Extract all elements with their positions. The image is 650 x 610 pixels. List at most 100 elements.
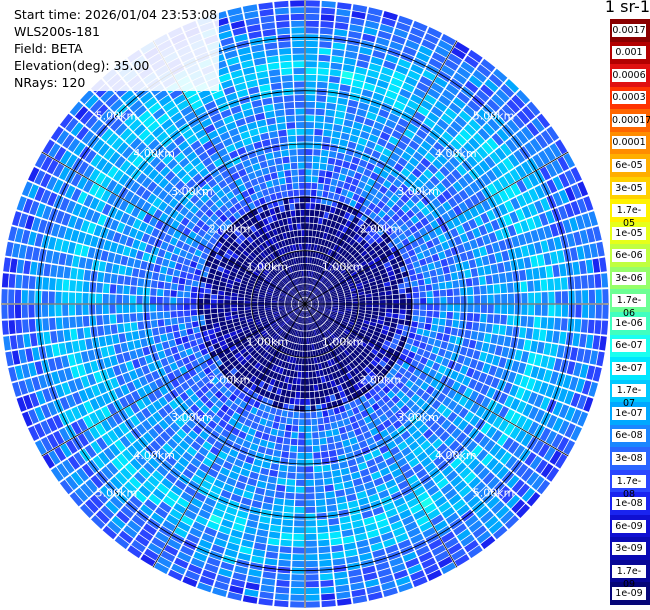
range-gate: [312, 302, 319, 304]
range-gate: [451, 428, 462, 439]
range-gate: [148, 428, 159, 439]
range-gate: [58, 342, 67, 356]
range-gate: [362, 474, 373, 484]
range-gate: [177, 497, 190, 508]
range-gate: [493, 525, 508, 540]
range-gate: [292, 305, 298, 307]
range-gate: [185, 570, 200, 581]
range-gate: [246, 318, 254, 323]
range-gate: [373, 166, 383, 175]
range-gate: [373, 256, 381, 263]
range-gate: [398, 340, 406, 348]
range-gate: [28, 276, 36, 289]
range-gate: [586, 365, 596, 380]
range-gate: [438, 282, 446, 290]
range-gate: [219, 467, 231, 477]
range-gate: [197, 420, 207, 430]
range-gate: [81, 463, 95, 478]
range-gate: [282, 324, 288, 330]
range-gate: [526, 471, 540, 486]
range-gate: [307, 250, 311, 257]
range-gate: [265, 336, 272, 342]
range-gate: [379, 467, 391, 477]
range-gate: [464, 80, 479, 94]
range-gate: [190, 384, 200, 393]
range-gate: [147, 392, 158, 403]
range-gate: [394, 189, 404, 198]
range-gate: [496, 466, 509, 480]
range-gate: [284, 277, 289, 283]
range-gate: [402, 551, 417, 562]
range-gate: [253, 287, 260, 292]
range-gate: [135, 348, 144, 358]
range-gate: [280, 375, 286, 382]
range-gate: [326, 272, 332, 279]
range-gate: [131, 390, 141, 402]
range-gate: [492, 416, 504, 429]
range-gate: [379, 240, 387, 248]
range-gate: [290, 594, 305, 601]
range-gate: [596, 241, 605, 257]
range-gate: [547, 238, 556, 252]
range-gate: [145, 151, 157, 164]
range-gate: [314, 472, 323, 479]
range-gate: [139, 221, 148, 232]
range-gate: [271, 260, 277, 267]
range-gate: [495, 505, 510, 519]
range-gate: [315, 281, 320, 287]
range-gate: [515, 165, 527, 179]
range-gate: [250, 367, 257, 375]
range-gate: [323, 129, 332, 137]
range-gate: [219, 321, 227, 327]
range-gate: [212, 414, 221, 424]
range-gate: [186, 328, 194, 335]
range-gate: [100, 227, 109, 239]
range-gate: [54, 446, 67, 462]
range-gate: [397, 425, 407, 435]
range-gate: [424, 563, 439, 575]
range-gate: [366, 304, 373, 308]
range-gate: [231, 307, 238, 312]
range-gate: [184, 509, 197, 520]
range-gate: [347, 323, 354, 329]
range-gate: [292, 288, 297, 294]
range-gate: [290, 290, 296, 295]
range-gate: [212, 508, 225, 518]
range-gate: [513, 222, 523, 235]
range-gate: [85, 115, 99, 129]
range-gate: [181, 335, 189, 344]
range-gate: [230, 367, 238, 376]
range-gate: [332, 428, 340, 436]
range-gate: [361, 222, 369, 230]
range-gate: [73, 452, 86, 466]
range-gate: [475, 236, 485, 247]
range-gate: [126, 215, 136, 227]
range-gate: [528, 304, 535, 316]
range-gate: [337, 337, 343, 344]
range-gate: [313, 452, 321, 459]
range-gate: [253, 493, 264, 502]
range-gate: [313, 288, 318, 294]
range-gate: [540, 355, 549, 368]
range-gate: [588, 211, 598, 227]
range-gate: [541, 304, 548, 316]
range-gate: [165, 142, 177, 153]
range-gate: [197, 582, 213, 593]
range-gate: [305, 182, 311, 189]
range-gate: [475, 203, 485, 215]
range-gate: [381, 404, 390, 413]
range-gate: [267, 346, 273, 353]
range-gate: [410, 64, 424, 75]
range-gate: [336, 274, 343, 280]
range-gate: [286, 369, 291, 377]
range-gate: [452, 205, 463, 216]
range-gate: [176, 375, 186, 385]
range-gate: [491, 133, 504, 146]
range-gate: [420, 440, 431, 451]
range-gate: [379, 24, 394, 34]
range-gate: [503, 261, 512, 272]
range-gate: [281, 323, 287, 329]
range-gate: [365, 355, 373, 363]
range-gate: [367, 529, 380, 539]
range-gate: [500, 314, 507, 325]
